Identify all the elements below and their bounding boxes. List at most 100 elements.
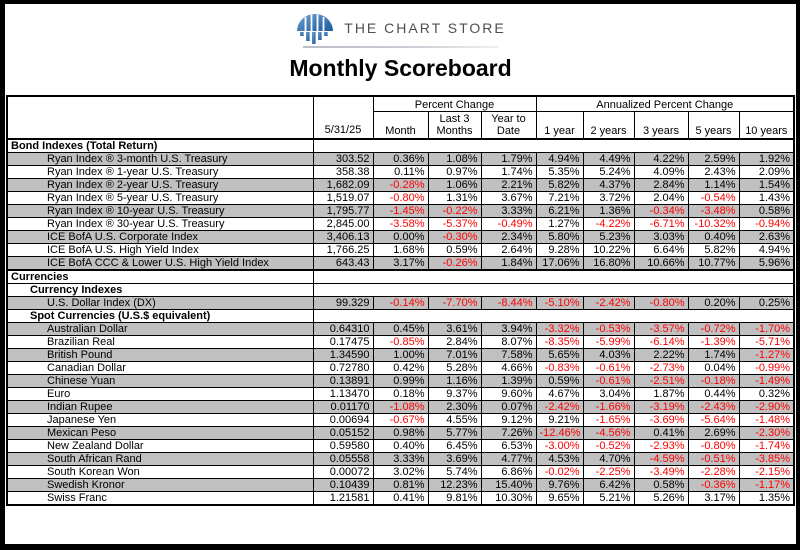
pct-cell: 4.67% — [535, 387, 584, 401]
table-row: Swedish Kronor 0.10439 0.81% 12.23% 15.40% 9.… — [6, 478, 795, 492]
table-row: South Korean Won 0.00072 3.02% 5.74% 6.86% -0… — [6, 465, 795, 479]
pct-cell: -0.30% — [427, 230, 482, 244]
pct-cell: 3.61% — [427, 322, 482, 336]
pct-cell: -0.94% — [738, 217, 795, 231]
pct-cell: 1.31% — [427, 191, 482, 205]
report-header: THE CHART STORE — [5, 4, 796, 48]
pct-cell: 4.37% — [582, 178, 635, 192]
pct-cell: 0.45% — [372, 322, 429, 336]
pct-cell: 7.26% — [480, 426, 537, 440]
pct-cell: 0.18% — [372, 387, 429, 401]
pct-cell: -1.48% — [738, 413, 795, 427]
pct-cell: 2.04% — [633, 191, 689, 205]
header-col-3-years: 3 years — [633, 110, 689, 140]
pct-cell: -1.66% — [582, 400, 635, 414]
pct-cell: -6.71% — [633, 217, 689, 231]
table-row: Swiss Franc 1.21581 0.41% 9.81% 10.30% 9.65% 5… — [6, 491, 795, 506]
pct-cell: -3.48% — [687, 204, 740, 218]
pct-cell: -2.93% — [633, 439, 689, 453]
pct-cell: -2.51% — [633, 374, 689, 388]
pct-cell: -1.17% — [738, 478, 795, 492]
pct-cell: -3.19% — [633, 400, 689, 414]
pct-cell: -1.65% — [582, 413, 635, 427]
row-label: British Pound — [6, 348, 314, 362]
index-value-cell: 1,682.09 — [312, 178, 374, 192]
header-col-last3: Last 3 Months — [427, 110, 482, 140]
pct-cell: 0.99% — [372, 374, 429, 388]
table-row: Ryan Index ® 5-year U.S. Treasury 1,519.0… — [6, 191, 795, 205]
pct-cell: 12.23% — [427, 478, 482, 492]
chart-store-logo-icon — [297, 13, 334, 44]
pct-cell: 4.49% — [582, 152, 635, 166]
pct-cell: -1.27% — [738, 348, 795, 362]
pct-cell: 1.39% — [480, 374, 537, 388]
index-value-cell: 3,406.13 — [312, 230, 374, 244]
pct-cell: -2.42% — [535, 400, 584, 414]
pct-cell: 0.42% — [372, 361, 429, 375]
table-row: ICE BofA U.S. High Yield Index 1,766.25 1.… — [6, 243, 795, 257]
pct-cell: -2.73% — [633, 361, 689, 375]
pct-cell: 6.53% — [480, 439, 537, 453]
table-row: Chinese Yuan 0.13891 0.99% 1.16% 1.39% 0.59% -… — [6, 374, 795, 388]
pct-cell: 4.94% — [738, 243, 795, 257]
pct-cell: -5.10% — [535, 296, 584, 310]
pct-cell: -0.02% — [535, 465, 584, 479]
pct-cell: -0.18% — [687, 374, 740, 388]
pct-cell: 4.55% — [427, 413, 482, 427]
pct-cell: 5.26% — [633, 491, 689, 506]
table-row: Indian Rupee 0.01170 -1.08% 2.30% 0.07% -2.42… — [6, 400, 795, 414]
header-col-1-year: 1 year — [535, 110, 584, 140]
pct-cell: 0.58% — [633, 478, 689, 492]
pct-cell: 5.77% — [427, 426, 482, 440]
pct-cell: 1.00% — [372, 348, 429, 362]
section-label: Currency Indexes — [6, 283, 314, 297]
pct-cell: 5.80% — [535, 230, 584, 244]
pct-cell: -3.00% — [535, 439, 584, 453]
index-value-cell: 0.05558 — [312, 452, 374, 466]
pct-cell: -1.70% — [738, 322, 795, 336]
pct-cell: -0.52% — [582, 439, 635, 453]
pct-cell: 1.68% — [372, 243, 429, 257]
pct-cell: 3.33% — [480, 204, 537, 218]
row-label: Euro — [6, 387, 314, 401]
pct-cell: -2.30% — [738, 426, 795, 440]
pct-cell: 7.01% — [427, 348, 482, 362]
section-row: Currencies — [6, 269, 795, 284]
pct-cell: 5.21% — [582, 491, 635, 506]
pct-cell: 5.74% — [427, 465, 482, 479]
section-row: Bond Indexes (Total Return) — [6, 138, 795, 153]
pct-cell: 0.59% — [535, 374, 584, 388]
pct-cell: 9.65% — [535, 491, 584, 506]
pct-cell: -0.54% — [687, 191, 740, 205]
pct-cell: 6.42% — [582, 478, 635, 492]
pct-cell: 1.08% — [427, 152, 482, 166]
pct-cell: 4.09% — [633, 165, 689, 179]
pct-cell: -0.72% — [687, 322, 740, 336]
table-row: Mexican Peso 0.05152 0.98% 5.77% 7.26% -12.46… — [6, 426, 795, 440]
pct-cell: 1.27% — [535, 217, 584, 231]
pct-cell: 0.40% — [372, 439, 429, 453]
header-group-annualized: Annualized Percent Change — [535, 95, 795, 112]
pct-cell: 4.77% — [480, 452, 537, 466]
index-value-cell: 0.59580 — [312, 439, 374, 453]
pct-cell: -6.14% — [633, 335, 689, 349]
index-value-cell: 2,845.00 — [312, 217, 374, 231]
pct-cell: 9.76% — [535, 478, 584, 492]
section-label: Currencies — [6, 269, 314, 284]
pct-cell: 4.70% — [582, 452, 635, 466]
pct-cell: -5.99% — [582, 335, 635, 349]
row-label: ICE BofA CCC & Lower U.S. High Yield Ind… — [6, 256, 314, 271]
index-value-cell: 0.00694 — [312, 413, 374, 427]
pct-cell: -1.74% — [738, 439, 795, 453]
pct-cell: 0.20% — [687, 296, 740, 310]
pct-cell: -3.58% — [372, 217, 429, 231]
pct-cell: -2.90% — [738, 400, 795, 414]
pct-cell: -7.70% — [427, 296, 482, 310]
row-label: ICE BofA U.S. High Yield Index — [6, 243, 314, 257]
pct-cell: 9.12% — [480, 413, 537, 427]
pct-cell: 4.66% — [480, 361, 537, 375]
pct-cell: 5.23% — [582, 230, 635, 244]
pct-cell: -2.15% — [738, 465, 795, 479]
pct-cell: 1.35% — [738, 491, 795, 506]
pct-cell: 2.09% — [738, 165, 795, 179]
